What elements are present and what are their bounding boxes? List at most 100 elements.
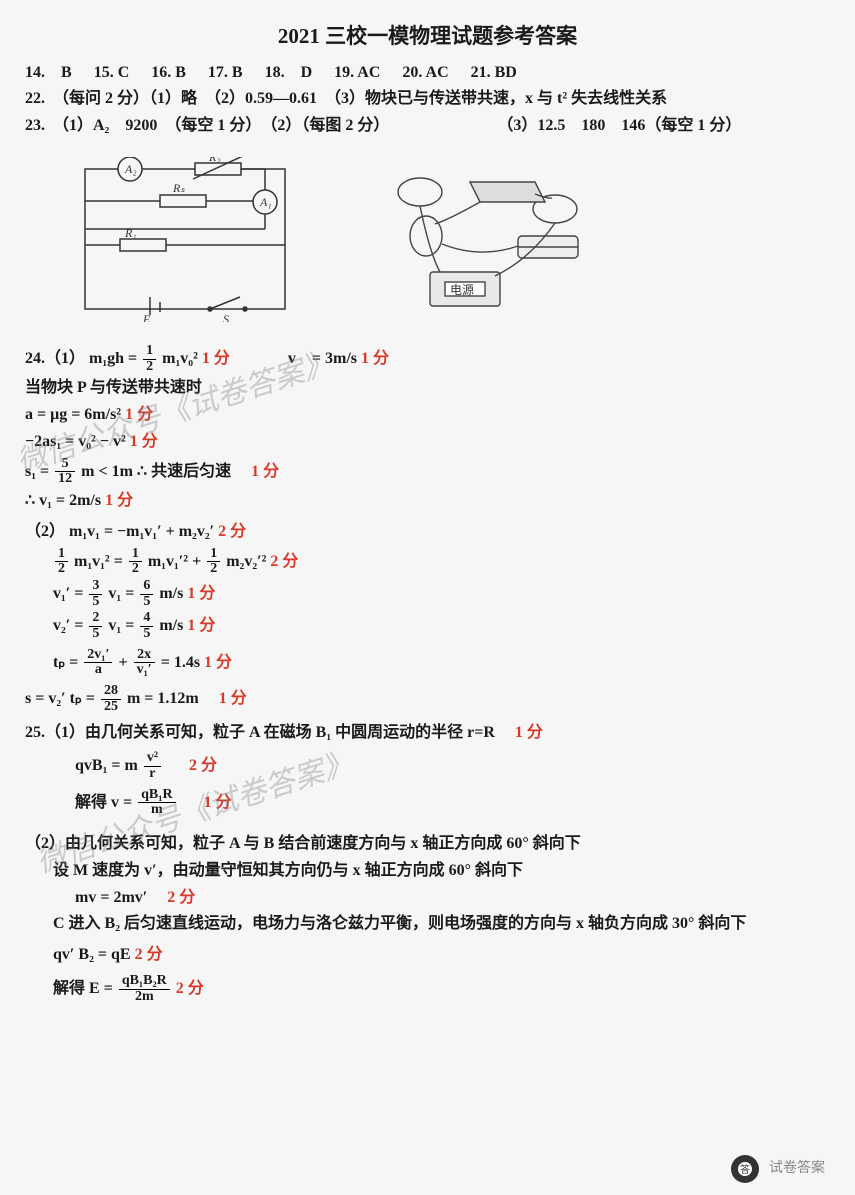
tp-pt: 1 分 [204, 654, 232, 671]
ke-pt: 2 分 [270, 553, 298, 570]
label-r1: R₁ [124, 226, 137, 240]
q24-v-pt: 1 分 [361, 350, 389, 367]
q24-v2p: v₂′ = 25 v₁ = 45 m/s 1 分 [53, 611, 830, 641]
q23-line: 23. （1）A₂ 9200 （每空 1 分） （2）（每图 2 分） （3）1… [25, 114, 830, 139]
frac-num: 2 [89, 611, 102, 627]
q25-qvb: qv′ B₂ = qE 2 分 [53, 943, 830, 968]
v1p-right: m/s [159, 585, 187, 602]
frac-den: 12 [55, 472, 75, 487]
label-s: S [223, 312, 229, 322]
q24-a: a = μg = 6m/s² 1 分 [25, 403, 830, 428]
q25-eq1: qvB₁ = m v²r 2 分 [75, 751, 830, 781]
solve-label: 解得 [75, 794, 111, 811]
label-rs: Rₛ [172, 181, 185, 195]
frac-den: 2 [207, 562, 220, 577]
q24-v: v = 3m/s [288, 350, 357, 367]
q24-p2-head: （2） m₁v₁ = −m₁v₁′ + m₂v₂′ 2 分 [25, 520, 830, 545]
q24-a-pt: 1 分 [125, 406, 153, 423]
q24-s-eq: −2as₁ = v₀² − v² [25, 433, 130, 450]
frac-num: 1 [129, 547, 142, 563]
q24-line1: 24.（1） m₁gh = 12 m₁v₀² 1 分 v = 3m/s 1 分 [25, 344, 830, 374]
label-a1: A₁ [259, 195, 272, 209]
q25-eq2-left: v = [111, 794, 136, 811]
sfinal-right: m = 1.12m [127, 690, 215, 707]
q22-line: 22. （每问 2 分）（1）略 （2）0.59—0.61 （3）物块已与传送带… [25, 87, 830, 112]
v1p-pt: 1 分 [187, 585, 215, 602]
q24-p2-label: （2） [25, 523, 65, 540]
q25-eq1-pt: 2 分 [189, 757, 217, 774]
q24-ke: 12 m₁v₁² = 12 m₁v₁′² + 12 m₂v₂′² 2 分 [53, 547, 830, 577]
q23-left: 23. （1）A₂ 9200 （每空 1 分） （2）（每图 2 分） [25, 117, 389, 134]
frac-num: 28 [101, 684, 121, 700]
tp-plus: + [118, 654, 131, 671]
q25-qvb-pt: 2 分 [135, 946, 163, 963]
q25-p2b: 设 M 速度为 v′，由动量守恒知其方向仍与 x 轴正方向成 60° 斜向下 [53, 859, 830, 884]
q24-tp: tₚ = 2v₁′a + 2xv₁′ = 1.4s 1 分 [53, 648, 830, 678]
frac-den: v₁′ [134, 663, 155, 678]
v2p-left: v₂′ = [53, 617, 87, 634]
q24-line2: 当物块 P 与传送带共速时 [25, 376, 830, 401]
q24-s1-right: m < 1m ∴ 共速后匀速 [81, 463, 247, 480]
q25-mv-eq: mv = 2mv′ [75, 889, 163, 906]
diagrams-row: A₂ A₁ R₂ Rₛ R₁ E S 电源 [65, 157, 830, 322]
q25-p2a: （2）由几何关系可知，粒子 A 与 B 结合前速度方向与 x 轴正方向成 60°… [25, 832, 830, 857]
q24-a-eq: a = μg = 6m/s² [25, 406, 125, 423]
q25-eq1-left: qvB₁ = m [75, 757, 138, 774]
q24-v1-eq: ∴ v₁ = 2m/s [25, 492, 105, 509]
footer: 答 试卷答案 [731, 1155, 825, 1183]
q24-sfinal: s = v₂′ tₚ = 2825 m = 1.12m 1 分 [25, 684, 830, 714]
q24-s1-pt: 1 分 [251, 463, 279, 480]
ans-19: 19. AC [334, 64, 380, 81]
q24-eq1-left: m₁gh = [89, 350, 141, 367]
page-title: 2021 三校一模物理试题参考答案 [25, 20, 830, 53]
tp-left: tₚ = [53, 654, 82, 671]
label-power: 电源 [450, 283, 474, 297]
E-left: E = [89, 980, 117, 997]
ke-a: m₁v₁² = [74, 553, 127, 570]
mc-answers-row: 14. B 15. C 16. B 17. B 18. D 19. AC 20.… [25, 61, 830, 86]
ke-c: m₂v₂′² [226, 553, 270, 570]
q25-head-text: 25.（1）由几何关系可知，粒子 A 在磁场 B₁ 中圆周运动的半径 r=R [25, 724, 511, 741]
frac-num: 2v₁′ [84, 648, 112, 664]
frac-den: 5 [89, 595, 102, 610]
sfinal-left: s = v₂′ tₚ = [25, 690, 99, 707]
frac-den: 5 [140, 595, 153, 610]
v2p-pt: 1 分 [187, 617, 215, 634]
ans-21: 21. BD [471, 64, 517, 81]
q24-mom-pt: 2 分 [218, 523, 246, 540]
frac-den: 2 [129, 562, 142, 577]
svg-text:答: 答 [740, 1163, 750, 1176]
frac-num: 3 [89, 579, 102, 595]
q24-head: 24.（1） [25, 350, 85, 367]
label-r2: R₂ [208, 157, 221, 164]
frac-den: r [144, 767, 161, 782]
v1p-left: v₁′ = [53, 585, 87, 602]
E-pt: 2 分 [176, 980, 204, 997]
frac-num: 1 [143, 344, 156, 360]
q24-v1-pt: 1 分 [105, 492, 133, 509]
q24-s1: s₁ = 512 m < 1m ∴ 共速后匀速 1 分 [25, 457, 830, 487]
label-a2: A₂ [124, 162, 137, 176]
frac-num: 2x [134, 648, 155, 664]
ans-16: 16. B [151, 64, 186, 81]
frac-num: v² [144, 751, 161, 767]
apparatus-diagram: 电源 [380, 164, 610, 314]
circuit-diagram: A₂ A₁ R₂ Rₛ R₁ E S [65, 157, 300, 322]
q25-p2c: C 进入 B₂ 后匀速直线运动，电场力与洛仑兹力平衡，则电场强度的方向与 x 轴… [53, 912, 830, 937]
q25-head: 25.（1）由几何关系可知，粒子 A 在磁场 B₁ 中圆周运动的半径 r=R 1… [25, 721, 830, 746]
frac-num: 5 [55, 457, 75, 473]
q25-E: 解得 E = qB₁B₂R2m 2 分 [53, 974, 830, 1004]
label-e: E [142, 312, 151, 322]
q25-head-pt: 1 分 [515, 724, 543, 741]
ans-18: 18. D [265, 64, 313, 81]
frac-num: qB₁B₂R [119, 974, 170, 990]
footer-text: 试卷答案 [769, 1158, 825, 1180]
frac-den: 5 [140, 627, 153, 642]
q25-eq2-pt: 1 分 [204, 794, 232, 811]
frac-den: 2 [143, 360, 156, 375]
ans-20: 20. AC [402, 64, 448, 81]
frac-den: 25 [101, 700, 121, 715]
ke-b: m₁v₁′² + [148, 553, 205, 570]
q24-pt1: 1 分 [202, 350, 230, 367]
frac-num: 4 [140, 611, 153, 627]
